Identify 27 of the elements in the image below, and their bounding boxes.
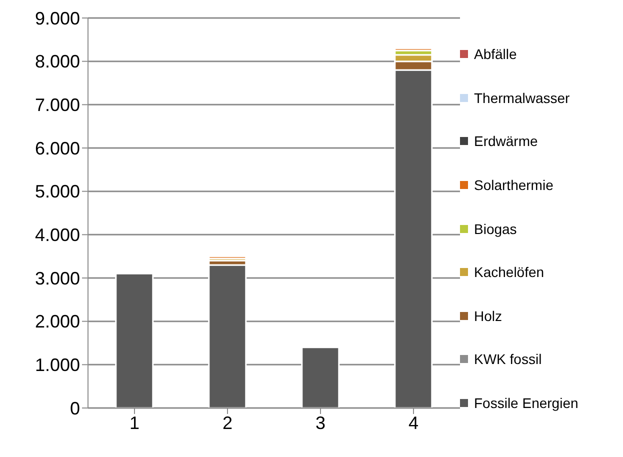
x-tick-label: 1: [129, 412, 140, 433]
legend-label: KWK fossil: [474, 351, 542, 368]
x-tick-label: 3: [315, 412, 326, 433]
y-tick-label: 3.000: [34, 268, 80, 288]
y-tick-label: 6.000: [34, 138, 80, 158]
y-tick-label: 1.000: [34, 355, 80, 376]
x-tick-label: 2: [222, 412, 233, 433]
y-tick-label: 0: [70, 398, 80, 418]
legend-label: Erdwärme: [474, 133, 538, 150]
legend-label: Kachelöfen: [474, 264, 544, 280]
bar: [394, 48, 433, 52]
y-tick-label: 8.000: [34, 52, 80, 72]
bar: [301, 346, 340, 408]
y-tick-label: 4.000: [34, 225, 80, 246]
y-tick-label: 7.000: [34, 95, 80, 116]
y-tick-label: 2.000: [34, 312, 80, 332]
legend-label: Solarthermie: [474, 176, 554, 193]
y-tick-label: 9.000: [34, 8, 80, 28]
bar: [208, 264, 247, 408]
legend-label: Thermalwasser: [474, 90, 570, 106]
y-tick-label: 5.000: [34, 182, 80, 202]
legend-label: Abfälle: [474, 46, 517, 62]
legend-label: Biogas: [474, 220, 517, 236]
bar: [115, 272, 154, 408]
legend-label: Fossile Energien: [474, 394, 578, 411]
legend-label: Holz: [474, 308, 502, 324]
x-tick-label: 4: [408, 412, 419, 433]
